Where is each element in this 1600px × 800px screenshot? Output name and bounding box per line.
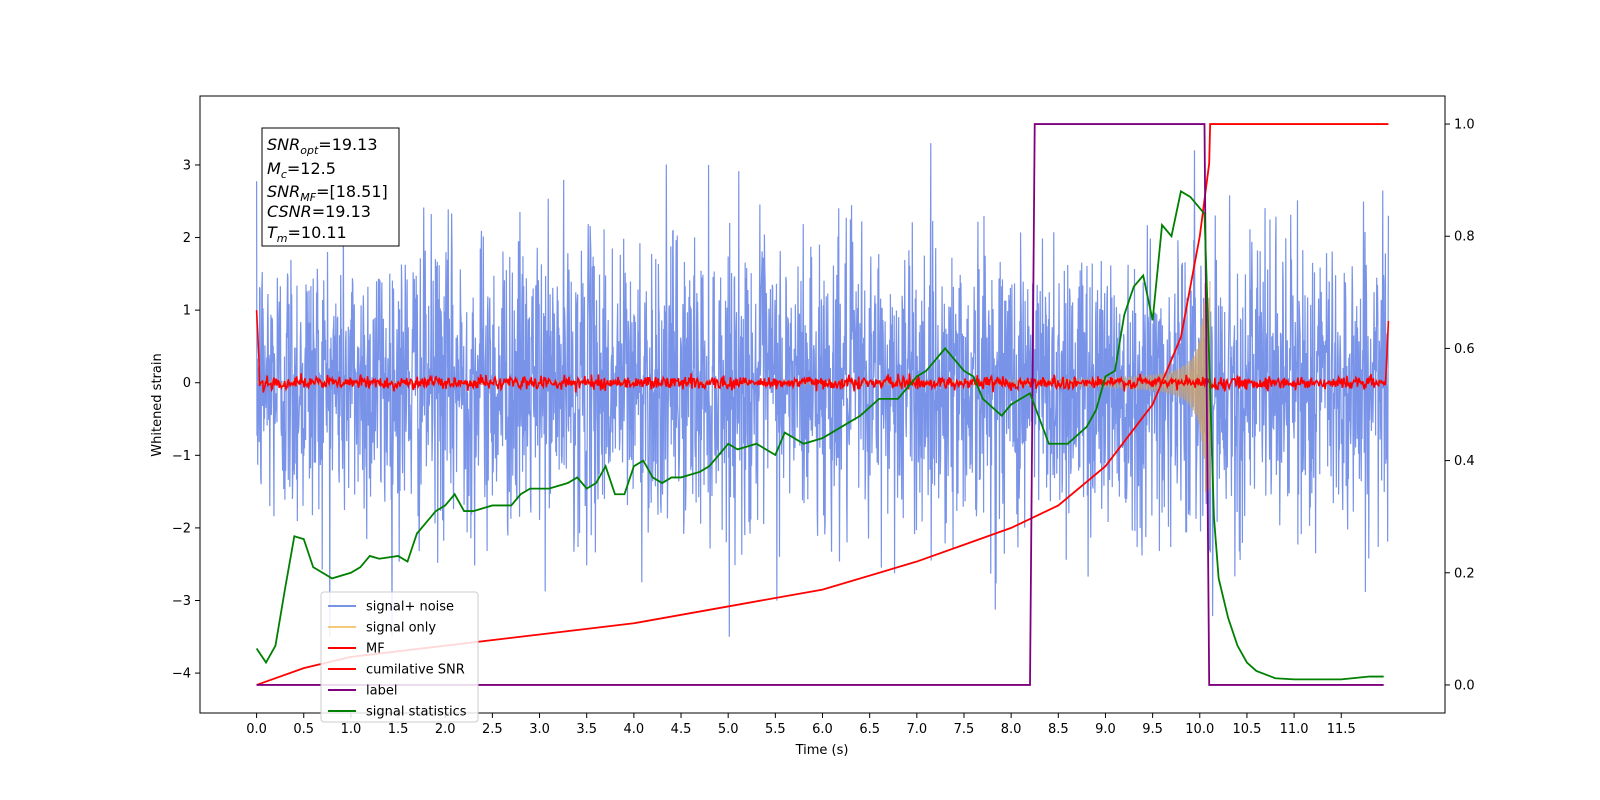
x-tick-label: 7.0: [906, 722, 927, 737]
x-tick-label: 0.0: [246, 722, 267, 737]
y-tick-label: −2: [172, 521, 191, 536]
annotation-csnr: CSNR=19.13: [267, 202, 371, 221]
y2-tick-label: 0.4: [1454, 454, 1475, 469]
annotation-frame: [261, 127, 400, 247]
y2-tick-label: 0.0: [1454, 678, 1475, 693]
x-tick-label: 11.0: [1280, 722, 1309, 737]
y-tick-label: 0: [183, 376, 191, 391]
x-tick-label: 11.5: [1327, 722, 1356, 737]
x-axis-label: Time (s): [795, 743, 849, 758]
x-tick-label: 10.0: [1185, 722, 1214, 737]
x-tick-label: 9.0: [1095, 722, 1116, 737]
label-line: [256, 123, 1384, 686]
y-tick-label: 3: [183, 158, 191, 173]
annotation-snr-opt: SNRopt=19.13: [267, 135, 378, 157]
x-tick-label: 10.5: [1232, 722, 1261, 737]
y-tick-label: −3: [172, 594, 191, 609]
x-tick-label: 8.0: [1001, 722, 1022, 737]
y2-tick-label: 0.6: [1454, 342, 1475, 357]
annotation-snr-mf: SNRMF=[18.51]: [267, 182, 388, 204]
legend-label: label: [366, 684, 397, 699]
y-tick-label: 1: [183, 304, 191, 319]
y-tick-label: 2: [183, 231, 191, 246]
x-tick-label: 3.5: [576, 722, 597, 737]
y-axis-ticks: 3 2 1 0 −1 −2 −3 −4: [172, 158, 200, 682]
legend-item-signal-only: signal only: [328, 621, 436, 636]
x-tick-label: 0.5: [293, 722, 314, 737]
legend-item-cumilative-snr: cumilative SNR: [328, 663, 465, 678]
legend-label: signal+ noise: [366, 600, 454, 615]
legend: signal+ noise signal only MF cumilative SNR…: [320, 591, 479, 723]
x-axis-ticks: 0.0 0.5 1.0 1.5 2.0 2.5 3.0 3.5 4.0 4.5 5.0 5.5 6.0 6…: [246, 713, 1356, 737]
annotation-mc: Mc=12.5: [267, 159, 336, 181]
y2-tick-label: 0.2: [1454, 566, 1475, 581]
signal-statistics-line: [255, 189, 1384, 681]
legend-frame: [320, 591, 479, 723]
x-tick-label: 4.0: [624, 722, 645, 737]
x-tick-label: 2.5: [482, 722, 503, 737]
y2-tick-label: 0.8: [1454, 230, 1475, 245]
legend-label: signal statistics: [366, 705, 467, 720]
x-tick-label: 4.5: [671, 722, 692, 737]
y-tick-label: −1: [172, 449, 191, 464]
x-tick-label: 7.5: [954, 722, 975, 737]
x-tick-label: 1.5: [388, 722, 409, 737]
x-tick-label: 9.5: [1142, 722, 1163, 737]
y2-tick-label: 1.0: [1454, 118, 1475, 133]
x-tick-label: 6.0: [812, 722, 833, 737]
mf-line: [255, 310, 1390, 393]
legend-label: signal only: [366, 621, 436, 636]
x-tick-label: 5.5: [765, 722, 786, 737]
legend-item-signal-noise: signal+ noise: [328, 600, 454, 615]
y-tick-label: −4: [172, 667, 191, 682]
y2-axis-ticks: 1.0 0.8 0.6 0.4 0.2 0.0: [1445, 118, 1475, 693]
annotation-tm: Tm=10.11: [267, 223, 347, 245]
annotation-box: SNRopt=19.13 Mc=12.5 SNRMF=[18.51] CSNR=…: [261, 127, 400, 247]
legend-label: MF: [366, 642, 385, 657]
x-tick-label: 1.0: [341, 722, 362, 737]
x-tick-label: 2.0: [435, 722, 456, 737]
legend-item-label: label: [328, 684, 397, 699]
legend-item-mf: MF: [328, 642, 385, 657]
legend-item-signal-statistics: signal statistics: [328, 705, 467, 720]
x-tick-label: 5.0: [718, 722, 739, 737]
x-tick-label: 3.0: [529, 722, 550, 737]
y-axis-label: Whitened strain: [150, 353, 165, 456]
x-tick-label: 6.5: [859, 722, 880, 737]
legend-label: cumilative SNR: [366, 663, 465, 678]
x-tick-label: 8.5: [1048, 722, 1069, 737]
